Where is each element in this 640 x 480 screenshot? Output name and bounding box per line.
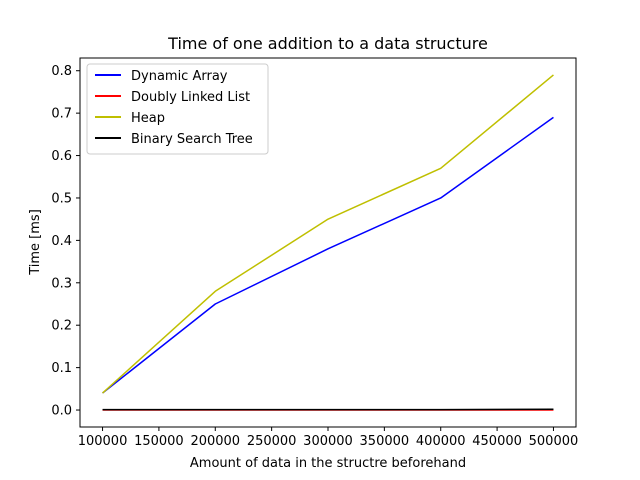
x-tick-label: 250000 [247,434,297,449]
legend-label-heap: Heap [131,111,165,126]
y-tick-label: 0.3 [51,276,72,291]
chart-title: Time of one addition to a data structure [167,34,488,53]
x-tick-label: 200000 [190,434,240,449]
y-tick-label: 0.5 [51,191,72,206]
x-tick-label: 150000 [134,434,184,449]
legend-label-doubly-linked-list: Doubly Linked List [131,90,250,105]
y-tick-label: 0.1 [51,361,72,376]
x-tick-label: 500000 [529,434,579,449]
y-tick-label: 0.0 [51,404,72,419]
y-axis: 0.0 0.1 0.2 0.3 0.4 0.5 0.6 0.7 0.8 [51,64,80,419]
x-tick-label: 300000 [303,434,353,449]
series-line-heap [102,74,554,394]
y-tick-label: 0.8 [51,64,72,79]
y-tick-label: 0.2 [51,319,72,334]
y-tick-label: 0.6 [51,149,72,164]
x-tick-label: 400000 [416,434,466,449]
x-tick-label: 100000 [78,434,128,449]
x-tick-label: 350000 [360,434,410,449]
legend-label-binary-search-tree: Binary Search Tree [131,132,253,147]
legend-label-dynamic-array: Dynamic Array [131,69,228,84]
x-tick-label: 450000 [472,434,522,449]
y-tick-label: 0.7 [51,107,72,122]
x-axis: 100000 150000 200000 250000 300000 350000 4000… [78,427,579,449]
y-tick-label: 0.4 [51,234,72,249]
y-axis-title: Time [ms] [28,209,43,276]
series-layer [102,74,554,411]
legend-box [86,63,269,155]
x-axis-title: Amount of data in the structre beforehan… [190,456,466,471]
series-line-dynamic-array [102,116,554,394]
legend: Dynamic Array Doubly Linked List Heap Binar… [86,63,269,155]
